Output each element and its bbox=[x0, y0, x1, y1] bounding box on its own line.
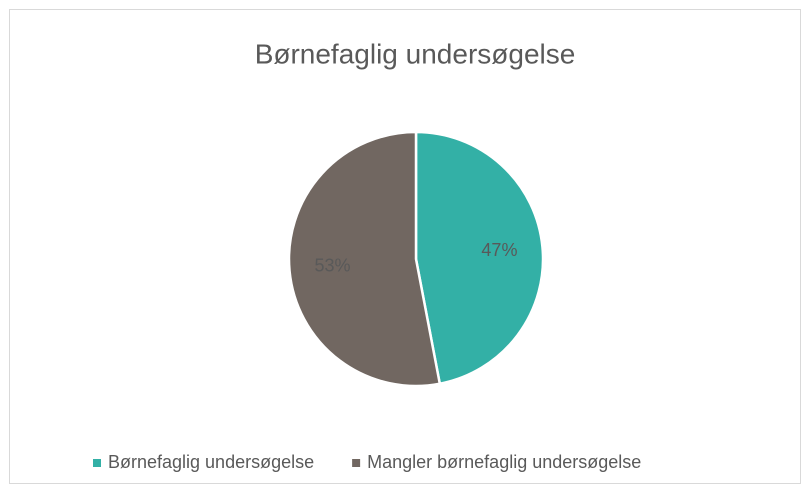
chart-title: Børnefaglig undersøgelse bbox=[255, 38, 576, 69]
pie-slice bbox=[414, 130, 545, 386]
data-label: 53% bbox=[315, 256, 351, 276]
legend-swatch bbox=[93, 459, 101, 467]
legend-label: Børnefaglig undersøgelse bbox=[108, 452, 314, 472]
legend-label: Mangler børnefaglig undersøgelse bbox=[367, 452, 641, 472]
data-label: 47% bbox=[481, 240, 517, 260]
legend-swatch bbox=[352, 459, 361, 467]
pie-slice bbox=[287, 130, 442, 388]
